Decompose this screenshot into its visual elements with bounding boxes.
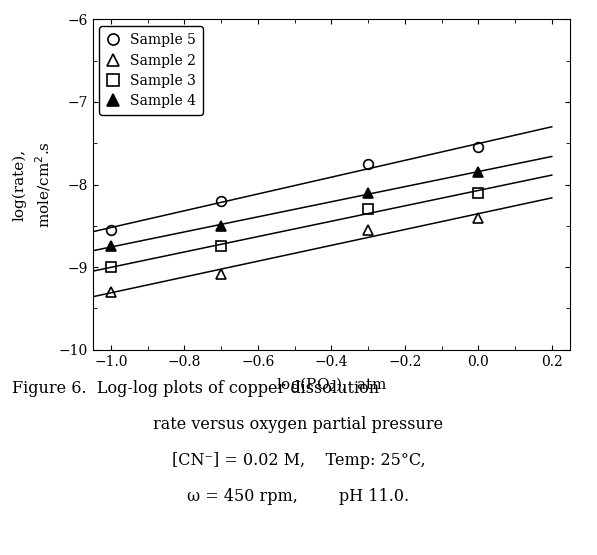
Text: Figure 6.  Log-log plots of copper dissolution: Figure 6. Log-log plots of copper dissol…	[12, 380, 379, 397]
Sample 4	[365, 189, 372, 196]
Sample 5	[365, 160, 372, 167]
Line: Sample 3: Sample 3	[106, 188, 483, 272]
Text: [CN⁻] = 0.02 M,    Temp: 25°C,: [CN⁻] = 0.02 M, Temp: 25°C,	[172, 452, 425, 470]
Legend: Sample 5, Sample 2, Sample 3, Sample 4: Sample 5, Sample 2, Sample 3, Sample 4	[100, 27, 203, 115]
Sample 4	[475, 169, 482, 175]
Sample 3	[107, 264, 115, 270]
Sample 3	[365, 206, 372, 213]
Sample 4	[107, 243, 115, 250]
Sample 5	[107, 226, 115, 233]
Text: ω = 450 rpm,        pH 11.0.: ω = 450 rpm, pH 11.0.	[187, 488, 410, 506]
Sample 4	[217, 223, 224, 229]
Line: Sample 4: Sample 4	[106, 167, 483, 251]
Sample 2	[107, 289, 115, 295]
Sample 2	[475, 214, 482, 221]
Y-axis label: log(rate),
mole/cm$^2$.s: log(rate), mole/cm$^2$.s	[13, 141, 53, 228]
Sample 5	[475, 144, 482, 151]
Sample 2	[217, 270, 224, 277]
X-axis label: log(PO$_2$),  atm: log(PO$_2$), atm	[276, 375, 387, 395]
Line: Sample 5: Sample 5	[106, 143, 483, 235]
Line: Sample 2: Sample 2	[106, 213, 483, 297]
Sample 5	[217, 198, 224, 204]
Sample 3	[217, 243, 224, 250]
Sample 3	[475, 189, 482, 196]
Sample 2	[365, 226, 372, 233]
Text: rate versus oxygen partial pressure: rate versus oxygen partial pressure	[153, 416, 444, 433]
